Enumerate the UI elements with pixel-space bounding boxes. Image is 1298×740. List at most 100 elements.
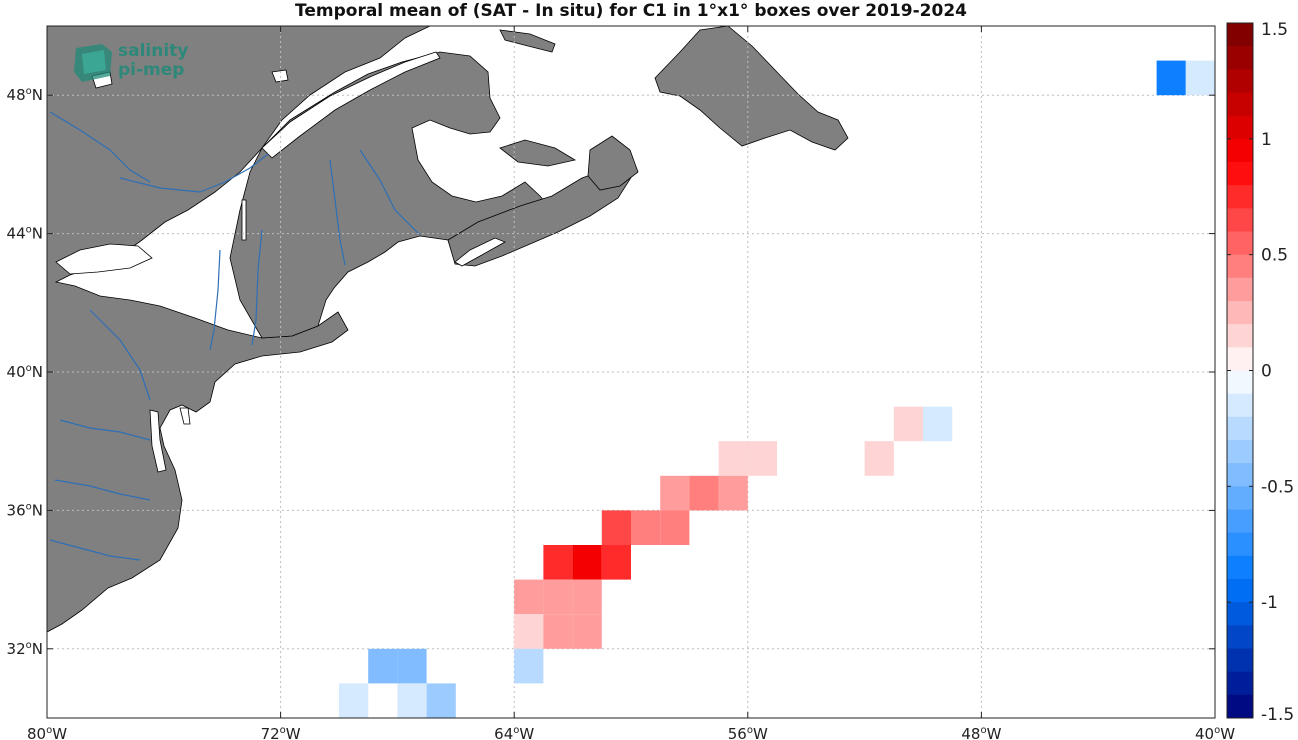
data-cell-21 (572, 614, 602, 649)
data-cell-8 (689, 475, 719, 511)
colorbar-segment-25 (1227, 602, 1253, 626)
data-cell-3 (923, 406, 953, 442)
river-connecticut (251, 229, 263, 346)
lat-tick-label-2: 40oN (7, 363, 43, 381)
colorbar-label-4: -0.5 (1261, 477, 1294, 497)
river-saint-john (359, 149, 421, 236)
chesapeake-bay (149, 409, 167, 473)
land-newfoundland (654, 26, 849, 151)
data-cell-15 (601, 545, 631, 580)
lon-tick-label-0: 80oW (27, 725, 67, 740)
data-cell-18 (572, 579, 602, 615)
lat-tick-label-3: 36oN (7, 501, 43, 519)
data-cell-11 (631, 510, 661, 545)
data-cell-26 (397, 683, 427, 718)
data-cell-1 (1185, 60, 1215, 96)
lon-tick-label-4: 48oW (961, 725, 1001, 740)
lon-tick-label-3: 56oW (728, 725, 768, 740)
land-prince-edward-island (499, 139, 577, 167)
colorbar-segment-12 (1227, 301, 1253, 325)
land-cape-breton (587, 135, 639, 191)
rivers (49, 111, 421, 561)
lake-ontario (55, 243, 153, 275)
lake-st-john (271, 69, 289, 83)
delaware-bay (179, 407, 191, 425)
data-cell-16 (514, 579, 544, 615)
colorbar-segment-19 (1227, 463, 1253, 487)
colorbar-label-1: 1 (1261, 130, 1272, 150)
data-cell-13 (543, 545, 573, 580)
graticule (47, 26, 1215, 718)
data-cell-14 (572, 545, 602, 580)
data-cell-10 (601, 510, 631, 545)
lon-tick-label-1: 72oW (261, 725, 301, 740)
logo-line-1: salinity (118, 41, 189, 61)
colorbar-segment-11 (1227, 277, 1253, 302)
colorbar-segment-27 (1227, 648, 1253, 673)
colorbar-segment-5 (1227, 138, 1253, 163)
colorbar-label-2: 0.5 (1261, 246, 1288, 266)
data-cell-19 (514, 614, 544, 649)
data-cells (339, 60, 1215, 718)
colorbar-segment-17 (1227, 416, 1253, 441)
land-anticosti (499, 29, 556, 53)
data-cell-5 (747, 441, 777, 476)
colorbar-segment-0 (1227, 23, 1253, 47)
logo-line-2: pi-mep (118, 60, 185, 80)
colorbar-segment-29 (1227, 694, 1253, 719)
data-cell-20 (543, 614, 573, 649)
colorbar-segment-13 (1227, 324, 1253, 348)
lat-tick-label-1: 44oN (7, 225, 43, 243)
colorbar-segment-1 (1227, 46, 1253, 70)
colorbar-segment-26 (1227, 625, 1253, 649)
river-st-lawrence (119, 153, 269, 193)
lon-tick-label-2: 64oW (494, 725, 534, 740)
colorbar-segment-22 (1227, 532, 1253, 557)
data-cell-25 (339, 683, 369, 718)
river-james (54, 479, 151, 501)
colorbar-segment-24 (1227, 579, 1253, 603)
colorbar: 1.5 1 0.5 0 -0.5 -1 -1.5 (1226, 20, 1294, 725)
bay-of-fundy (454, 237, 506, 267)
data-cell-24 (397, 648, 427, 684)
colorbar-label-0: 1.5 (1261, 20, 1288, 40)
colorbar-segment-7 (1227, 185, 1253, 209)
colorbar-segment-6 (1227, 162, 1253, 186)
lat-tick-label-4: 32oN (7, 640, 43, 658)
data-cell-9 (718, 475, 748, 511)
colorbar-label-3: 0 (1261, 362, 1272, 382)
data-cell-6 (864, 441, 894, 476)
data-cell-0 (1156, 60, 1186, 96)
salinity-pimep-logo-icon (74, 44, 112, 82)
axis-ticks: 80oW 72oW 64oW 56oW 48oW 40oW 48oN 44oN 40oN 36oN… (7, 26, 1235, 740)
lakes (55, 51, 506, 473)
lat-tick-label-0: 48oN (7, 86, 43, 104)
data-cell-27 (426, 683, 456, 718)
colorbar-segment-18 (1227, 440, 1253, 464)
colorbar-segment-20 (1227, 486, 1253, 510)
data-cell-22 (514, 648, 544, 684)
colorbar-segment-2 (1227, 69, 1253, 93)
data-cell-23 (368, 648, 398, 684)
colorbar-segment-21 (1227, 509, 1253, 534)
river-ottawa (49, 111, 151, 183)
colorbar-segment-16 (1227, 393, 1253, 418)
colorbar-segment-9 (1227, 231, 1253, 256)
lon-tick-label-5: 40oW (1195, 725, 1235, 740)
map-plot-area (47, 26, 1215, 718)
lake-champlain (241, 199, 247, 241)
colorbar-label-6: -1.5 (1261, 705, 1294, 725)
data-cell-4 (718, 441, 748, 476)
salinity-pimep-logo: salinity pi-mep (72, 40, 212, 86)
river-penobscot (329, 159, 346, 266)
colorbar-segment-15 (1227, 370, 1253, 395)
data-cell-17 (543, 579, 573, 615)
river-potomac (59, 419, 151, 441)
river-hudson (209, 249, 221, 351)
data-cell-12 (660, 510, 690, 545)
colorbar-segment-10 (1227, 254, 1253, 279)
colorbar-segment-4 (1227, 115, 1253, 140)
st-lawrence-estuary (261, 51, 441, 159)
colorbar-segment-23 (1227, 555, 1253, 580)
